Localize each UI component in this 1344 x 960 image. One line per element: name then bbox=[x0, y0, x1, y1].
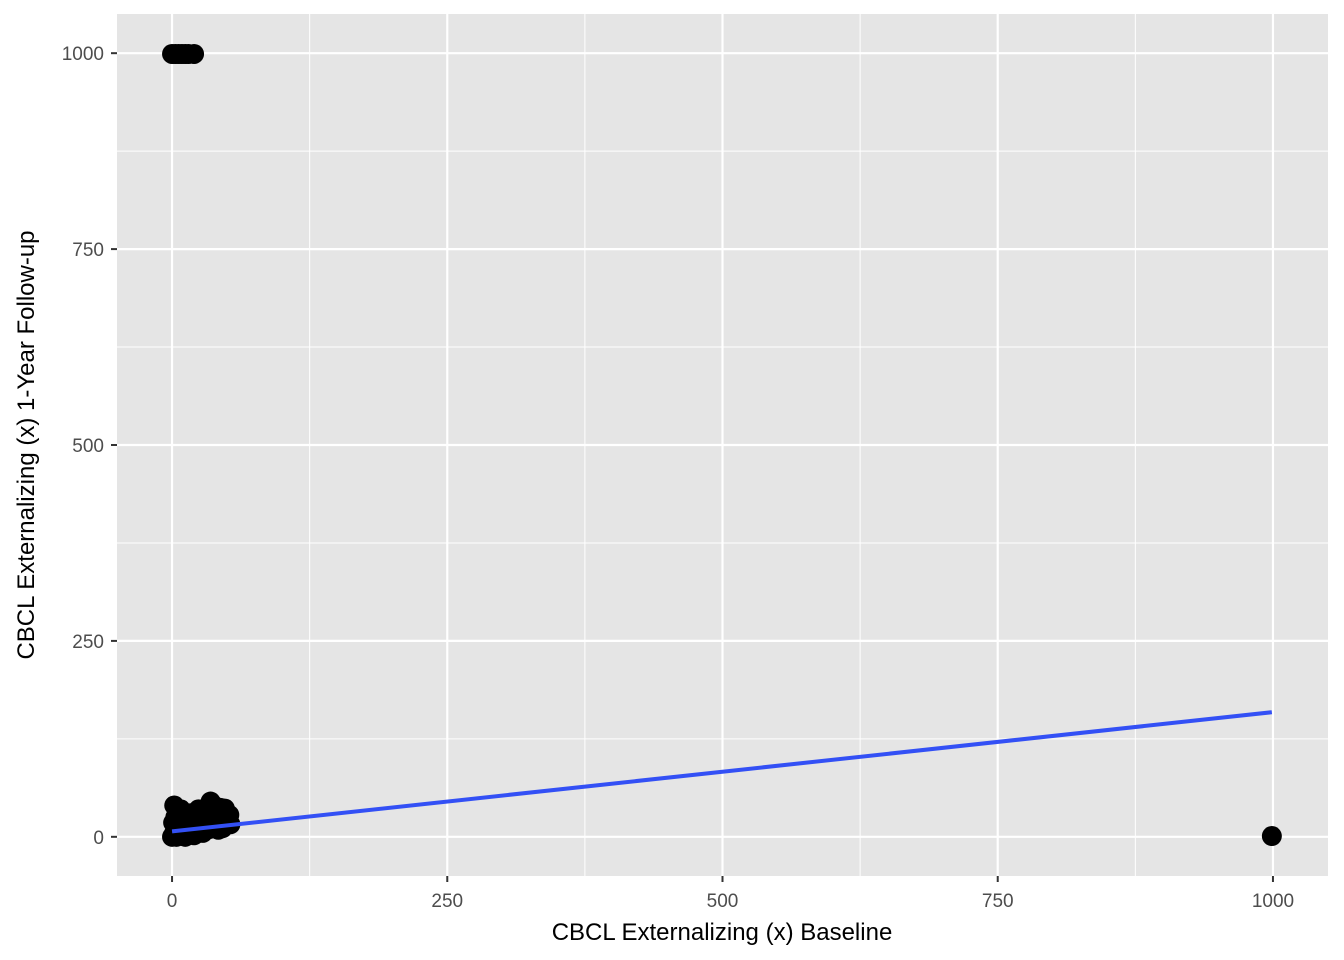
y-tick-label: 500 bbox=[72, 436, 104, 457]
x-tick-label: 250 bbox=[431, 891, 463, 912]
x-tick-label: 1000 bbox=[1252, 891, 1294, 912]
fit-line-layer bbox=[171, 710, 1273, 834]
major-grid bbox=[117, 14, 1328, 876]
regression-line bbox=[171, 710, 1273, 834]
data-point bbox=[165, 807, 186, 828]
x-tick-label: 500 bbox=[707, 891, 739, 912]
y-tick-label: 750 bbox=[72, 240, 104, 261]
x-tick-label: 750 bbox=[982, 891, 1014, 912]
x-axis: 0 250 500 750 1000 bbox=[167, 876, 1294, 912]
y-tick-label: 250 bbox=[72, 632, 104, 653]
data-point bbox=[212, 818, 233, 839]
y-axis: 0 250 500 750 1000 bbox=[62, 44, 117, 849]
data-point bbox=[1261, 826, 1282, 847]
data-point bbox=[184, 43, 205, 64]
x-axis-title: CBCL Externalizing (x) Baseline bbox=[552, 919, 893, 946]
y-axis-title: CBCL Externalizing (x) 1-Year Follow-up bbox=[13, 230, 40, 659]
x-tick-label: 0 bbox=[167, 891, 178, 912]
y-tick-label: 0 bbox=[93, 828, 104, 849]
y-tick-label: 1000 bbox=[62, 44, 104, 65]
